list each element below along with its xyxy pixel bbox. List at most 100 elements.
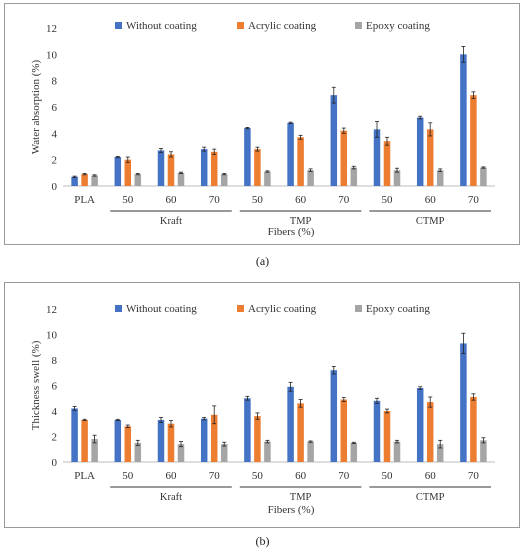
y-tick-label: 4: [52, 128, 58, 140]
bar: [426, 402, 434, 462]
bar: [460, 54, 467, 187]
bar: [393, 441, 401, 462]
y-tick-label: 6: [52, 102, 58, 114]
x-tick-label: 50: [122, 470, 134, 482]
bar: [436, 170, 444, 186]
x-axis-label: Fibers (%): [268, 226, 315, 238]
bar: [167, 154, 175, 186]
x-tick-label: 70: [338, 470, 350, 482]
bar: [383, 411, 391, 462]
y-axis-label: Thickness swell (%): [30, 340, 42, 430]
bar: [244, 128, 251, 186]
bar: [220, 174, 228, 186]
bar: [350, 167, 358, 186]
x-tick-label: 50: [122, 194, 134, 206]
bar: [254, 416, 261, 462]
legend-swatch-0: [115, 305, 122, 312]
bar: [264, 441, 271, 462]
group-label: TMP: [290, 492, 312, 503]
x-tick-label: PLA: [74, 194, 95, 206]
group-label: TMP: [290, 216, 312, 227]
bar: [167, 423, 175, 462]
bar: [157, 419, 165, 462]
bar: [244, 398, 251, 462]
bar: [71, 176, 78, 186]
bar: [287, 122, 294, 186]
legend-label-0: Without coating: [126, 20, 197, 32]
legend-label-0: Without coating: [126, 303, 197, 315]
bar: [460, 343, 467, 462]
x-tick-label: 50: [252, 194, 264, 206]
bar: [470, 95, 477, 186]
bar: [383, 141, 391, 186]
x-tick-label: 50: [382, 194, 394, 206]
bar: [373, 400, 381, 462]
caption-b: (b): [255, 534, 270, 548]
bar: [157, 150, 165, 186]
bar: [307, 441, 314, 462]
x-tick-label: 60: [425, 470, 437, 482]
chart-panel-b: Without coating Acrylic coating Epoxy coat…: [4, 282, 520, 528]
x-tick-label: 50: [382, 470, 394, 482]
legend-label-2: Epoxy coating: [366, 20, 430, 32]
bar: [340, 130, 348, 186]
y-tick-label: 8: [52, 76, 58, 88]
bar: [114, 419, 122, 462]
bar: [287, 386, 294, 462]
legend-swatch-0: [115, 22, 122, 29]
bar: [426, 129, 434, 186]
bar: [134, 442, 142, 462]
bar: [124, 159, 132, 186]
y-tick-label: 4: [52, 406, 58, 418]
bar: [124, 426, 132, 462]
legend-swatch-1: [237, 22, 244, 29]
y-tick-label: 12: [46, 304, 57, 316]
bar: [81, 174, 88, 186]
bar: [81, 419, 88, 462]
bar: [416, 117, 424, 186]
x-tick-label: 70: [468, 470, 480, 482]
y-tick-label: 0: [52, 181, 58, 193]
group-label: Kraft: [160, 216, 182, 227]
y-tick-label: 10: [46, 49, 58, 61]
bar: [71, 408, 78, 462]
bar: [114, 157, 122, 186]
bar: [350, 442, 358, 462]
x-tick-label: 50: [252, 470, 264, 482]
x-axis-label: Fibers (%): [268, 504, 315, 516]
bar: [177, 444, 185, 462]
x-tick-label: 70: [209, 194, 221, 206]
bar: [470, 396, 477, 462]
y-tick-label: 6: [52, 381, 58, 393]
x-tick-label: 60: [295, 470, 307, 482]
y-tick-label: 10: [46, 330, 58, 342]
water-absorption-chart: Without coating Acrylic coating Epoxy coat…: [30, 20, 495, 238]
y-tick-label: 0: [52, 457, 58, 469]
bar: [436, 444, 444, 462]
x-tick-label: 70: [468, 194, 480, 206]
bar: [307, 170, 314, 186]
legend-label-1: Acrylic coating: [248, 20, 317, 32]
bar: [373, 129, 381, 186]
bar: [264, 171, 271, 186]
bar: [416, 388, 424, 462]
bar: [220, 444, 228, 462]
group-label: Kraft: [160, 492, 182, 503]
group-label: CTMP: [416, 216, 445, 227]
legend-label-1: Acrylic coating: [248, 303, 317, 315]
thickness-swell-chart: Without coating Acrylic coating Epoxy coat…: [30, 303, 495, 516]
bar: [254, 149, 261, 186]
y-axis-label: Water absorption (%): [30, 59, 42, 154]
bar: [297, 137, 304, 186]
bar: [91, 175, 98, 186]
x-tick-label: 60: [166, 194, 178, 206]
legend-swatch-2: [355, 22, 362, 29]
bar: [210, 414, 218, 462]
bar: [297, 403, 304, 462]
bar: [134, 174, 142, 186]
legend-swatch-1: [237, 305, 244, 312]
bar: [177, 172, 185, 186]
x-tick-label: 60: [166, 470, 178, 482]
bar: [330, 95, 338, 186]
bar: [200, 418, 208, 462]
